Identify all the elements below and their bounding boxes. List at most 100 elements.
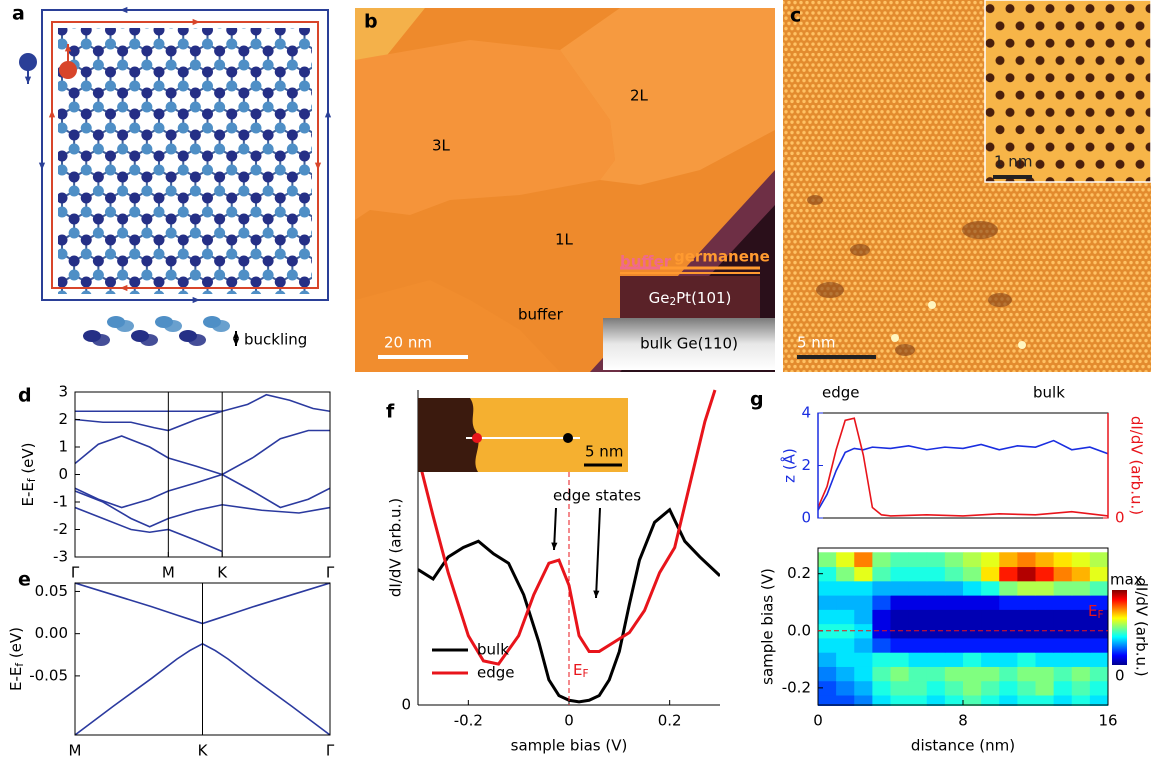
bond	[341, 23, 353, 30]
heat-cell	[872, 552, 891, 567]
atom	[57, 249, 68, 260]
atom	[311, 46, 322, 57]
heat-cell	[1090, 681, 1109, 696]
atom	[250, 277, 261, 288]
heat-cell	[836, 595, 855, 610]
atom	[214, 270, 225, 281]
stm-inset-edge	[418, 398, 479, 472]
atom	[141, 144, 152, 155]
heat-cell	[836, 666, 855, 681]
y-axis-label: sample bias (V)	[759, 568, 777, 685]
y-tick-label: 0.00	[35, 624, 68, 642]
heat-cell	[945, 595, 964, 610]
x-tick-label: -0.2	[454, 712, 483, 730]
heat-cell	[909, 666, 928, 681]
heat-cell	[981, 581, 1000, 596]
atom	[129, 123, 140, 134]
atom	[93, 60, 104, 71]
heat-cell	[854, 609, 873, 624]
heat-cell	[927, 666, 946, 681]
heat-cell	[854, 567, 873, 582]
atom	[287, 60, 298, 71]
heat-cell	[818, 638, 837, 653]
heat-cell	[999, 552, 1018, 567]
heat-cell	[1072, 567, 1091, 582]
bond	[268, 317, 280, 324]
atom	[129, 165, 140, 176]
y-tick-label: 0.0	[787, 621, 811, 639]
bond	[38, 170, 50, 177]
heat-cell	[1036, 609, 1055, 624]
bond	[38, 317, 50, 324]
bond	[329, 44, 341, 51]
bond	[329, 23, 341, 30]
atom	[81, 207, 92, 218]
heat-cell	[999, 595, 1018, 610]
atom	[238, 214, 249, 225]
atom	[44, 228, 55, 239]
atom	[57, 277, 68, 288]
bond	[38, 233, 50, 240]
heat-cell	[836, 609, 855, 624]
atom	[299, 25, 310, 36]
atom	[105, 207, 116, 218]
atom	[226, 277, 237, 288]
atom	[202, 207, 213, 218]
atom	[129, 207, 140, 218]
atom	[190, 256, 201, 267]
heat-cell	[1036, 666, 1055, 681]
heat-cell	[1090, 552, 1109, 567]
y-tick-label: 0.2	[787, 564, 811, 582]
scale-label: 1 nm	[994, 153, 1032, 171]
heat-cell	[891, 609, 910, 624]
atom	[263, 186, 274, 197]
heat-cell	[1017, 595, 1036, 610]
stack-label-main: Ge	[649, 289, 670, 307]
atom	[117, 228, 128, 239]
atom	[69, 102, 80, 113]
heat-cell	[836, 567, 855, 582]
arrow-head	[325, 110, 331, 117]
y-tick-label: -3	[53, 548, 68, 566]
heat-cell	[1017, 652, 1036, 667]
atom	[105, 109, 116, 120]
atom	[214, 60, 225, 71]
atom	[129, 151, 140, 162]
series-line	[75, 431, 330, 475]
arrow-head	[193, 19, 200, 25]
atom	[202, 123, 213, 134]
atom	[202, 249, 213, 260]
heat-cell	[945, 666, 964, 681]
stack-label-sub: 2	[669, 296, 676, 308]
heat-cell	[1017, 567, 1036, 582]
atom	[226, 123, 237, 134]
bond	[280, 317, 292, 324]
heat-cell	[999, 567, 1018, 582]
annotation-arrow-head	[593, 591, 599, 598]
heat-cell	[981, 695, 1000, 710]
atom	[226, 67, 237, 78]
y-tick-label: 2	[58, 410, 68, 428]
atom	[44, 88, 55, 99]
atom	[299, 39, 310, 50]
heat-cell	[981, 595, 1000, 610]
atom	[299, 249, 310, 260]
y-tick-label: -1	[53, 493, 68, 511]
atom	[141, 256, 152, 267]
atom	[178, 165, 189, 176]
heat-cell	[1054, 581, 1073, 596]
atom	[93, 312, 104, 323]
atom	[299, 151, 310, 162]
atom	[81, 165, 92, 176]
heat-cell	[1036, 567, 1055, 582]
bond	[26, 86, 38, 93]
atom	[238, 256, 249, 267]
y-tick-label: 1	[58, 438, 68, 456]
heat-cell	[854, 695, 873, 710]
heat-cell	[909, 638, 928, 653]
atom	[44, 102, 55, 113]
bond	[62, 317, 74, 324]
atom	[275, 207, 286, 218]
atom	[275, 123, 286, 134]
legend-label: edge	[477, 664, 515, 682]
